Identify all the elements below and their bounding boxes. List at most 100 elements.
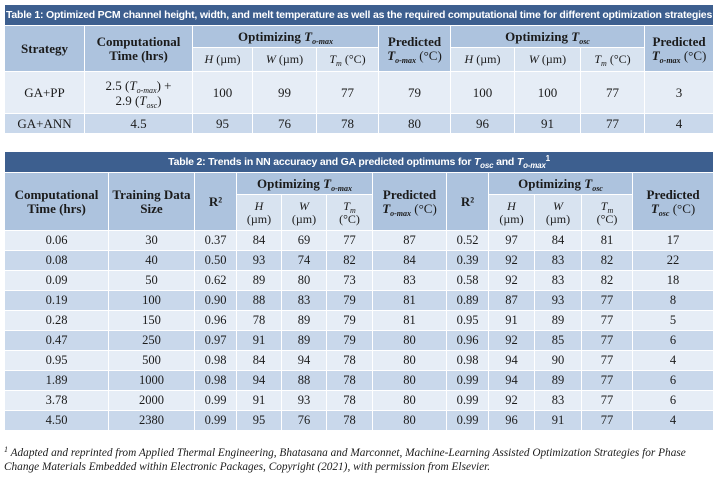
- table-cell: 89: [281, 330, 327, 351]
- t1-header-opt-tosc: Optimizing Tosc: [450, 25, 645, 48]
- table-cell: 84: [236, 230, 282, 251]
- table-cell: 91: [236, 390, 282, 411]
- t1-sub-w2: W (µm): [514, 47, 581, 72]
- table-cell: 94: [236, 370, 282, 391]
- table-cell: 84: [236, 350, 282, 371]
- table-cell: 77: [581, 350, 633, 371]
- table-cell: 8: [631, 290, 715, 311]
- table-cell: 82: [581, 250, 633, 271]
- table-cell: 6: [631, 370, 715, 391]
- table-cell: 0.47: [4, 330, 109, 351]
- table-cell: 2000: [108, 390, 195, 411]
- table-row: 3.78 2000 0.99 91 93 78 80 0.99 92 83 77 6: [4, 390, 715, 411]
- table-cell: 0.99: [446, 410, 489, 431]
- table-row: 0.95 500 0.98 84 94 78 80 0.98 94 90 77 4: [4, 350, 715, 371]
- t2-sub-w2: W (µm): [534, 194, 582, 231]
- table-cell: 88: [281, 370, 327, 391]
- table-cell: 77: [581, 370, 633, 391]
- table-cell: 0.39: [446, 250, 489, 271]
- table-cell: 0.99: [194, 410, 237, 431]
- table-row: 0.28 150 0.96 78 89 79 81 0.95 91 89 77 5: [4, 310, 715, 331]
- table-cell: 88: [236, 290, 282, 311]
- t2-header-training: Training Data Size: [108, 172, 195, 231]
- t1-header-pred-tosc: Predicted To-max (°C): [643, 25, 715, 72]
- table-cell: 84: [534, 230, 582, 251]
- table-cell: 22: [631, 250, 715, 271]
- table-cell: 0.95: [446, 310, 489, 331]
- table-cell: 0.09: [4, 270, 109, 291]
- table-cell: 40: [108, 250, 195, 271]
- table-row: 0.06 30 0.37 84 69 77 87 0.52 97 84 81 17: [4, 230, 715, 251]
- t1-sub-tm1: Tm (°C): [316, 47, 379, 72]
- table-cell: 93: [236, 250, 282, 271]
- table-cell: 94: [488, 350, 535, 371]
- table-cell: 83: [372, 270, 447, 291]
- table-cell: 80: [372, 350, 447, 371]
- table-cell: 82: [326, 250, 373, 271]
- table-cell: 78: [326, 410, 373, 431]
- table-row: 0.09 50 0.62 89 80 73 83 0.58 92 83 82 18: [4, 270, 715, 291]
- table-cell: 80: [372, 410, 447, 431]
- t2-sub-w1: W (µm): [281, 194, 327, 231]
- table-cell: 92: [488, 390, 535, 411]
- table-cell: 0.19: [4, 290, 109, 311]
- table-cell: 92: [488, 250, 535, 271]
- table-cell: 3.78: [4, 390, 109, 411]
- t1-sub-w1: W (µm): [252, 47, 317, 72]
- table-row: 4.50 2380 0.99 95 76 78 80 0.99 96 91 77 4: [4, 410, 715, 431]
- table-cell: 93: [534, 290, 582, 311]
- table-cell: 0.98: [194, 370, 237, 391]
- table-cell: 77: [326, 230, 373, 251]
- table-cell: 91: [236, 330, 282, 351]
- table-cell: 1000: [108, 370, 195, 391]
- t1-sub-tm2: Tm (°C): [580, 47, 645, 72]
- table-cell: 77: [581, 390, 633, 411]
- table-cell: 79: [326, 290, 373, 311]
- table-cell: 0.08: [4, 250, 109, 271]
- table-cell: 89: [236, 270, 282, 291]
- table-cell: 0.96: [194, 310, 237, 331]
- table-cell: 77: [581, 330, 633, 351]
- table-cell: 97: [488, 230, 535, 251]
- table-cell: 4: [631, 350, 715, 371]
- table-cell: 6: [631, 390, 715, 411]
- table-cell: 87: [488, 290, 535, 311]
- table-cell: 0.50: [194, 250, 237, 271]
- t2-header-comp-time: Computational Time (hrs): [4, 172, 109, 231]
- table-cell: 80: [372, 330, 447, 351]
- t1-header-opt-tomax: Optimizing To-max: [192, 25, 379, 48]
- table-cell: 78: [326, 390, 373, 411]
- table-cell: 0.95: [4, 350, 109, 371]
- table-cell: 89: [534, 310, 582, 331]
- table-cell: 87: [372, 230, 447, 251]
- table-cell: 78: [236, 310, 282, 331]
- table-cell: 0.99: [194, 390, 237, 411]
- table-cell: 69: [281, 230, 327, 251]
- table-cell: 0.96: [446, 330, 489, 351]
- t1-header-pred-tomax: Predicted To-max (°C): [378, 25, 451, 72]
- table-cell: 89: [281, 310, 327, 331]
- table-cell: 0.62: [194, 270, 237, 291]
- table-cell: 18: [631, 270, 715, 291]
- table-cell: 0.52: [446, 230, 489, 251]
- table-cell: 91: [488, 310, 535, 331]
- table-cell: 100: [108, 290, 195, 311]
- table-cell: 81: [372, 310, 447, 331]
- table-row: GA+ANN 4.5 95 76 78 80 96 91 77 4: [4, 113, 715, 134]
- table-cell: 76: [281, 410, 327, 431]
- table-cell: 83: [534, 270, 582, 291]
- table-cell: 78: [326, 370, 373, 391]
- table-cell: 77: [581, 310, 633, 331]
- t2-header-pred-tomax: Predicted To-max (°C): [372, 172, 447, 231]
- table-cell: 81: [581, 230, 633, 251]
- table-cell: 94: [488, 370, 535, 391]
- table-cell: 82: [581, 270, 633, 291]
- table-cell: 0.37: [194, 230, 237, 251]
- table-cell: 0.99: [446, 390, 489, 411]
- table-cell: 50: [108, 270, 195, 291]
- t2-header-r2-a: R²: [194, 172, 237, 231]
- table-1-caption: Table 1: Optimized PCM channel height, w…: [3, 4, 715, 26]
- t1-sub-h2: H (µm): [450, 47, 515, 72]
- table-cell: 96: [488, 410, 535, 431]
- t1-header-strategy: Strategy: [4, 25, 85, 72]
